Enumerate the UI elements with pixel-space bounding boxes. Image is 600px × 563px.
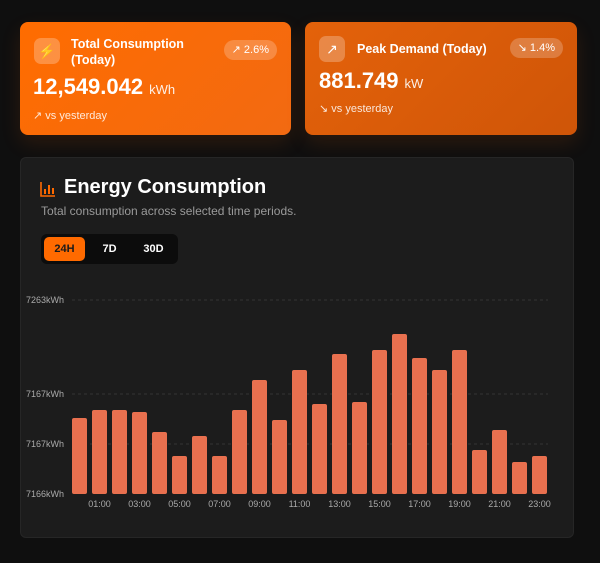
- trend-up-icon: ↗: [231, 44, 244, 56]
- bar-05:00[interactable]: [172, 456, 187, 494]
- bar-04:00[interactable]: [152, 432, 167, 494]
- x-tick-label: 09:00: [248, 499, 271, 509]
- x-tick-label: 19:00: [448, 499, 471, 509]
- bar-22:00[interactable]: [512, 462, 527, 494]
- change-badge: ↘ 1.4%: [509, 38, 563, 58]
- time-range-selector: 24H 7D 30D: [41, 234, 178, 264]
- x-tick-label: 01:00: [88, 499, 111, 509]
- x-tick-label: 17:00: [408, 499, 431, 509]
- card-value: 881.749 kW: [319, 68, 424, 93]
- y-tick-label: 7166kWh: [26, 489, 64, 499]
- peak-demand-card: ↗ Peak Demand (Today) ↘ 1.4% 881.749 kW ↘…: [305, 22, 577, 135]
- y-tick-label: 7263kWh: [26, 295, 64, 305]
- panel-subtitle: Total consumption across selected time p…: [41, 204, 297, 218]
- bar-14:00[interactable]: [352, 402, 367, 494]
- bar-chart-icon: [40, 182, 55, 197]
- panel-title: Energy Consumption: [64, 176, 267, 198]
- total-consumption-card: ⚡ Total Consumption (Today) ↗ 2.6% 12,549…: [20, 22, 291, 135]
- bar-06:00[interactable]: [192, 436, 207, 494]
- x-tick-label: 07:00: [208, 499, 231, 509]
- bar-11:00[interactable]: [292, 370, 307, 494]
- bar-03:00[interactable]: [132, 412, 147, 494]
- trend-up-icon: ↗: [319, 36, 345, 62]
- card-value: 12,549.042 kWh: [33, 74, 176, 99]
- x-tick-label: 21:00: [488, 499, 511, 509]
- x-tick-label: 05:00: [168, 499, 191, 509]
- range-30d-button[interactable]: 30D: [143, 243, 164, 255]
- y-tick-label: 7167kWh: [26, 389, 64, 399]
- card-title: Peak Demand (Today): [357, 42, 487, 56]
- bar-02:00[interactable]: [112, 410, 127, 494]
- bar-19:00[interactable]: [452, 350, 467, 494]
- bar-18:00[interactable]: [432, 370, 447, 494]
- lightning-icon: ⚡: [34, 38, 60, 64]
- x-tick-label: 03:00: [128, 499, 151, 509]
- card-title: Total Consumption (Today): [71, 37, 184, 67]
- bar-20:00[interactable]: [472, 450, 487, 494]
- bar-08:00[interactable]: [232, 410, 247, 494]
- change-badge: ↗ 2.6%: [223, 40, 277, 60]
- bar-09:00[interactable]: [252, 380, 267, 494]
- y-tick-label: 7167kWh: [26, 439, 64, 449]
- bar-16:00[interactable]: [392, 334, 407, 494]
- bar-21:00[interactable]: [492, 430, 507, 494]
- bar-13:00[interactable]: [332, 354, 347, 494]
- bar-17:00[interactable]: [412, 358, 427, 494]
- arrow-down-right-icon: ↘: [319, 103, 332, 115]
- bar-23:00[interactable]: [532, 456, 547, 494]
- range-7d-button[interactable]: 7D: [102, 243, 117, 255]
- x-tick-label: 15:00: [368, 499, 391, 509]
- x-tick-label: 11:00: [289, 499, 311, 509]
- comparison: ↘ vs yesterday: [319, 103, 394, 115]
- bar-15:00[interactable]: [372, 350, 387, 494]
- x-tick-label: 13:00: [328, 499, 351, 509]
- bar-10:00[interactable]: [272, 420, 287, 494]
- trend-down-icon: ↘: [517, 42, 530, 54]
- bar-00:00[interactable]: [72, 418, 87, 494]
- x-tick-label: 23:00: [528, 499, 551, 509]
- bar-07:00[interactable]: [212, 456, 227, 494]
- arrow-up-right-icon: ↗: [33, 110, 46, 122]
- comparison: ↗ vs yesterday: [33, 110, 108, 122]
- range-24h-button[interactable]: 24H: [44, 237, 85, 261]
- bar-01:00[interactable]: [92, 410, 107, 494]
- bar-12:00[interactable]: [312, 404, 327, 494]
